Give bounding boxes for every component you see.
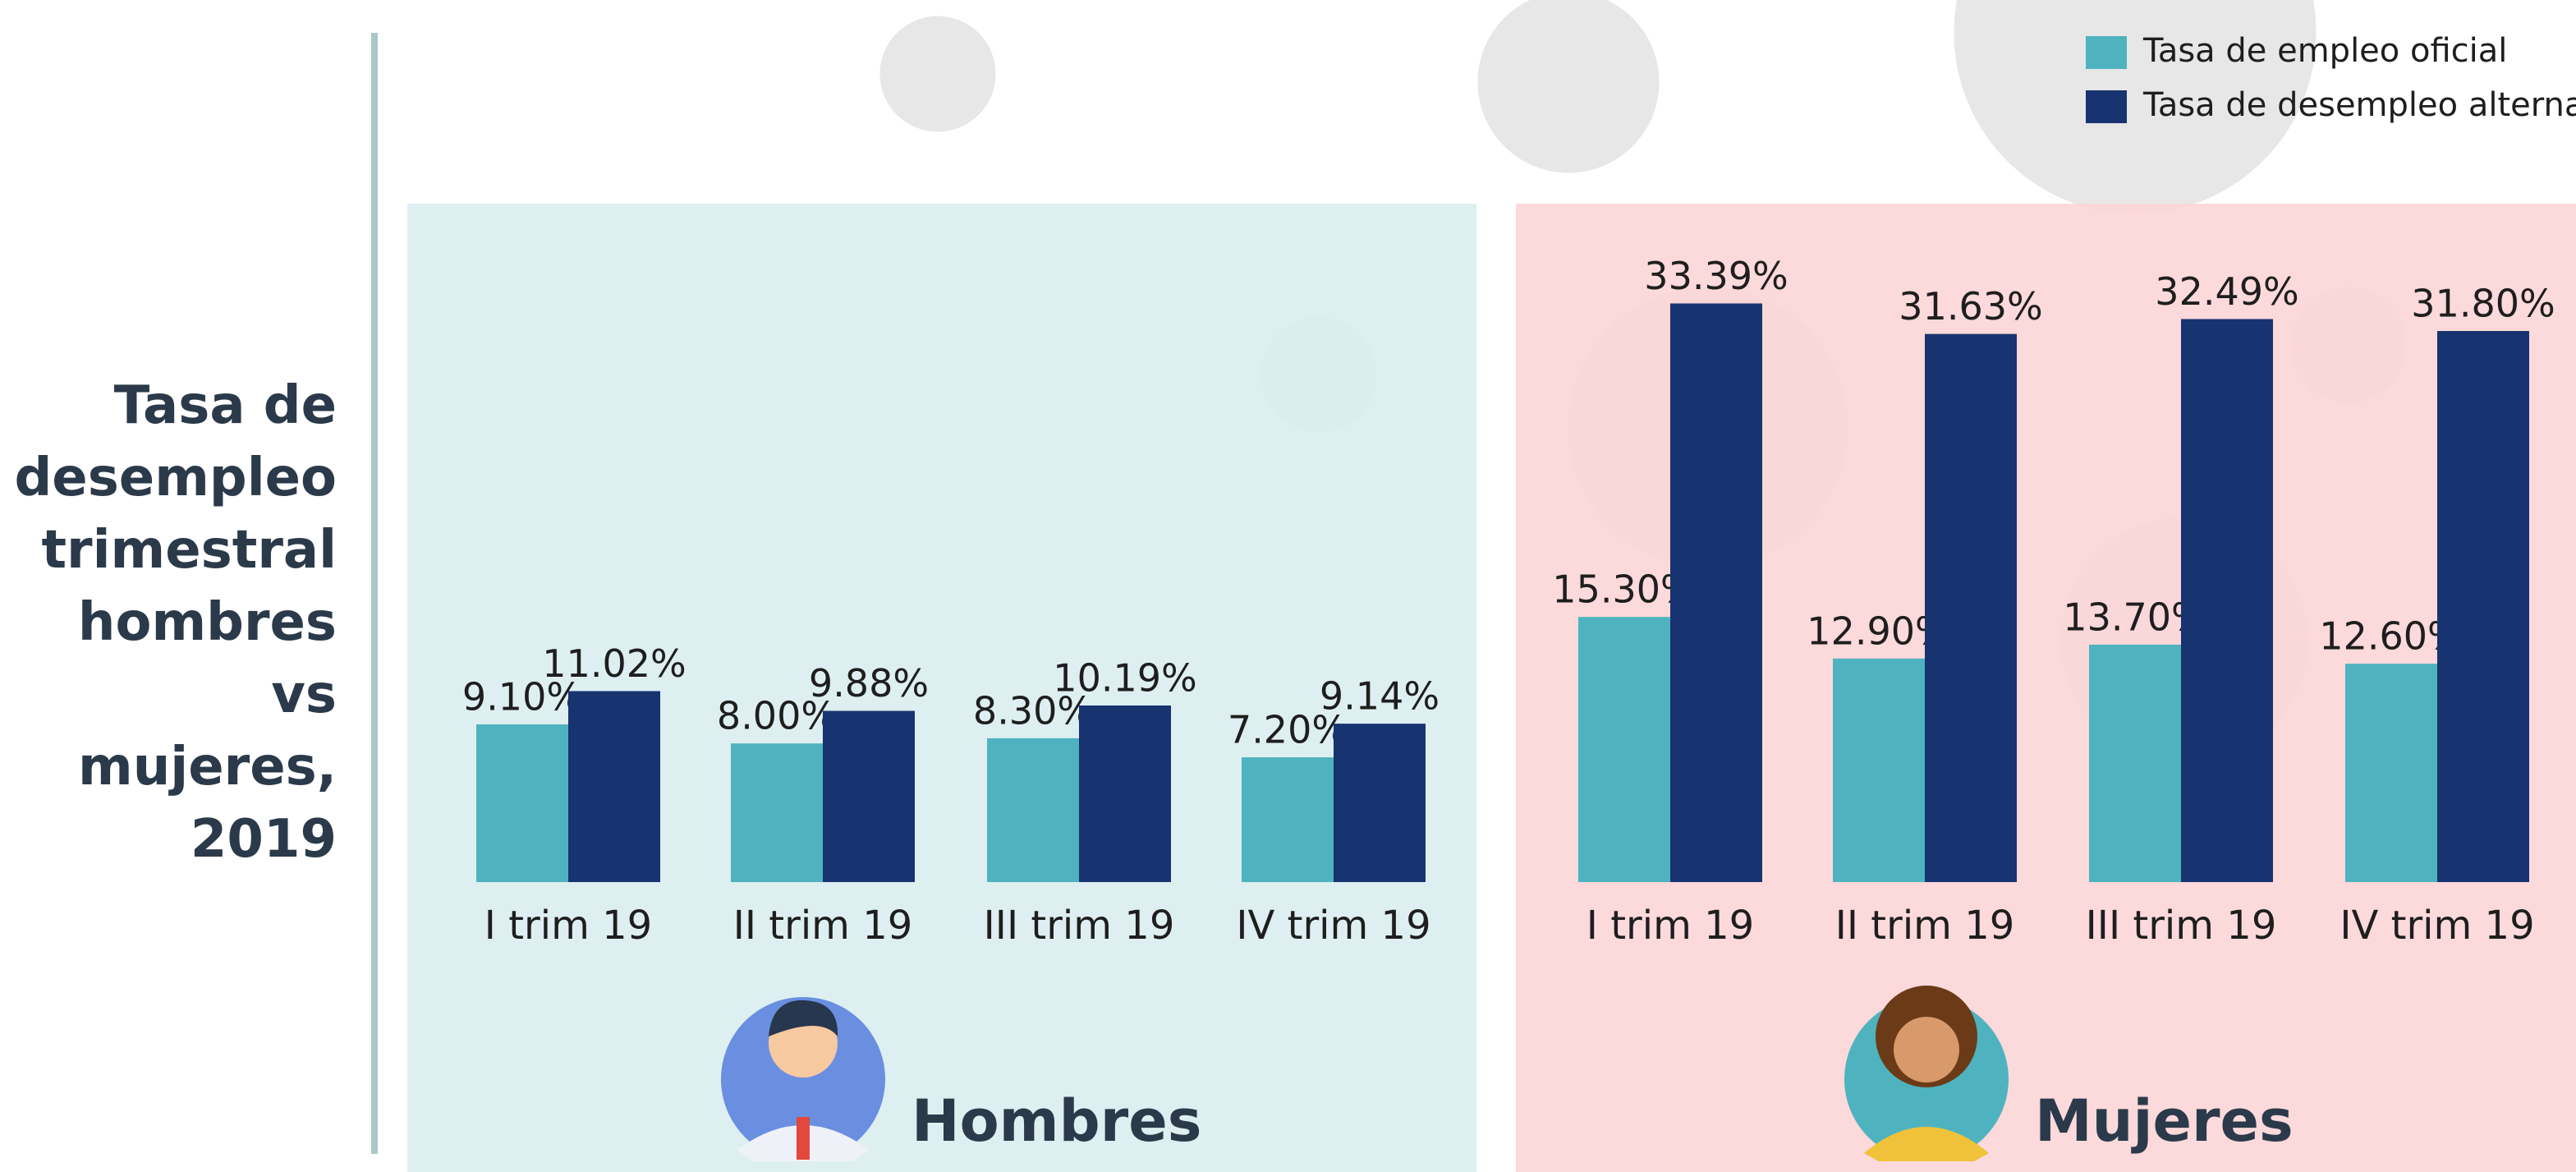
bar [1334,724,1426,882]
x-tick-label: IV trim 19 [2340,903,2534,949]
bar [476,724,568,882]
chart: I trim 19 II trim 19 III trim 19 IV trim 19… [0,0,2576,1172]
x-tick-label: IV trim 19 [1236,903,1430,949]
panel-label: Hombres [911,1087,1201,1155]
chart-title: Tasa de desempleo trimestral hombres vs … [8,370,337,876]
bar [2437,331,2529,882]
data-label: 33.39% [1644,254,1788,298]
data-label: 11.02% [542,641,686,686]
x-tick-label: I trim 19 [484,903,652,949]
bar [2089,645,2181,882]
bar [568,691,660,882]
x-tick-label: I trim 19 [1586,903,1754,949]
legend-label: Tasa de desempleo alterna [2142,86,2576,124]
legend-label: Tasa de empleo oficial [2142,32,2507,70]
data-label: 9.88% [809,661,929,705]
bar [2181,319,2273,882]
x-tick-label: II trim 19 [733,903,913,949]
data-label: 32.49% [2155,269,2298,314]
data-label: 10.19% [1053,655,1196,700]
x-tick-label: III trim 19 [984,903,1175,949]
bar [1079,705,1171,882]
bar [1578,617,1670,882]
man-icon [721,997,885,1161]
bar [731,743,823,882]
legend-swatch [2086,36,2127,69]
infographic: I trim 19 II trim 19 III trim 19 IV trim 19… [0,0,2576,1172]
divider [371,33,378,1154]
bar [823,711,915,882]
data-label: 9.14% [1320,674,1440,719]
data-label: 31.80% [2411,282,2555,326]
x-tick-label: III trim 19 [2086,903,2277,949]
bar [2345,664,2437,882]
panel-label: Mujeres [2035,1087,2294,1155]
bar [1833,659,1925,882]
bar [1925,334,2017,882]
x-tick-label: II trim 19 [1835,903,2015,949]
bar [1670,303,1762,882]
legend-swatch [2086,90,2127,123]
bar [987,738,1079,882]
data-label: 31.63% [1899,284,2042,329]
bar [1242,757,1334,882]
